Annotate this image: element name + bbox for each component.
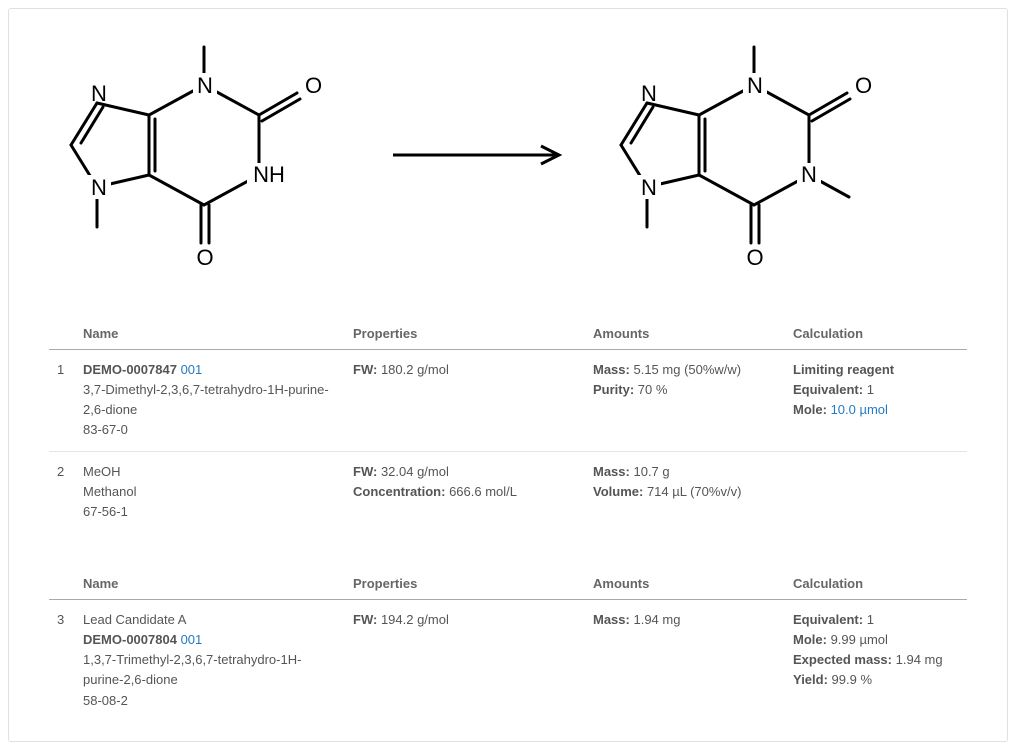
reaction-scheme: N N N O NH O — [29, 25, 987, 288]
svg-text:N: N — [197, 73, 213, 98]
row-index: 3 — [49, 599, 75, 720]
col-name: Name — [75, 566, 345, 600]
svg-text:N: N — [747, 73, 763, 98]
svg-text:O: O — [305, 73, 322, 98]
compound-common-name: Methanol — [83, 484, 136, 499]
compound-link[interactable]: DEMO-0007804 — [83, 632, 177, 647]
col-amounts: Amounts — [585, 316, 785, 350]
row-index: 1 — [49, 350, 75, 452]
batch-link[interactable]: 001 — [181, 362, 203, 377]
svg-text:N: N — [91, 175, 107, 200]
reaction-arrow-icon — [389, 140, 569, 173]
svg-text:N: N — [801, 162, 817, 187]
iupac-name: 1,3,7-Trimethyl-2,3,6,7-tetrahydro-1H-pu… — [83, 652, 301, 687]
svg-text:O: O — [746, 245, 763, 270]
col-calculation: Calculation — [785, 566, 967, 600]
svg-text:N: N — [91, 81, 107, 106]
cas-number: 83-67-0 — [83, 422, 128, 437]
col-name: Name — [75, 316, 345, 350]
limiting-reagent-label: Limiting reagent — [793, 362, 894, 377]
reactant-structure: N N N O NH O — [59, 25, 349, 288]
cas-number: 67-56-1 — [83, 504, 128, 519]
col-calculation: Calculation — [785, 316, 967, 350]
row-index: 2 — [49, 451, 75, 532]
col-properties: Properties — [345, 316, 585, 350]
table-row: 3 Lead Candidate A DEMO-0007804 001 1,3,… — [49, 599, 967, 720]
products-table: Name Properties Amounts Calculation 3 Le… — [49, 566, 967, 721]
table-row: 2 MeOH Methanol 67-56-1 FW: 32.04 g/mol … — [49, 451, 967, 532]
product-structure: N N N O N O — [609, 25, 909, 288]
svg-text:O: O — [196, 245, 213, 270]
col-amounts: Amounts — [585, 566, 785, 600]
reactants-table: Name Properties Amounts Calculation 1 DE… — [49, 316, 967, 532]
cas-number: 58-08-2 — [83, 693, 128, 708]
batch-link[interactable]: 001 — [181, 632, 203, 647]
table-row: 1 DEMO-0007847 001 3,7-Dimethyl-2,3,6,7-… — [49, 350, 967, 452]
svg-text:N: N — [641, 175, 657, 200]
mole-link[interactable]: 10.0 µmol — [831, 402, 888, 417]
svg-text:NH: NH — [253, 162, 285, 187]
col-properties: Properties — [345, 566, 585, 600]
reaction-panel: N N N O NH O — [8, 8, 1008, 742]
compound-abbrev: MeOH — [83, 464, 121, 479]
compound-link[interactable]: DEMO-0007847 — [83, 362, 177, 377]
lead-name: Lead Candidate A — [83, 612, 186, 627]
svg-text:N: N — [641, 81, 657, 106]
iupac-name: 3,7-Dimethyl-2,3,6,7-tetrahydro-1H-purin… — [83, 382, 329, 417]
svg-text:O: O — [855, 73, 872, 98]
